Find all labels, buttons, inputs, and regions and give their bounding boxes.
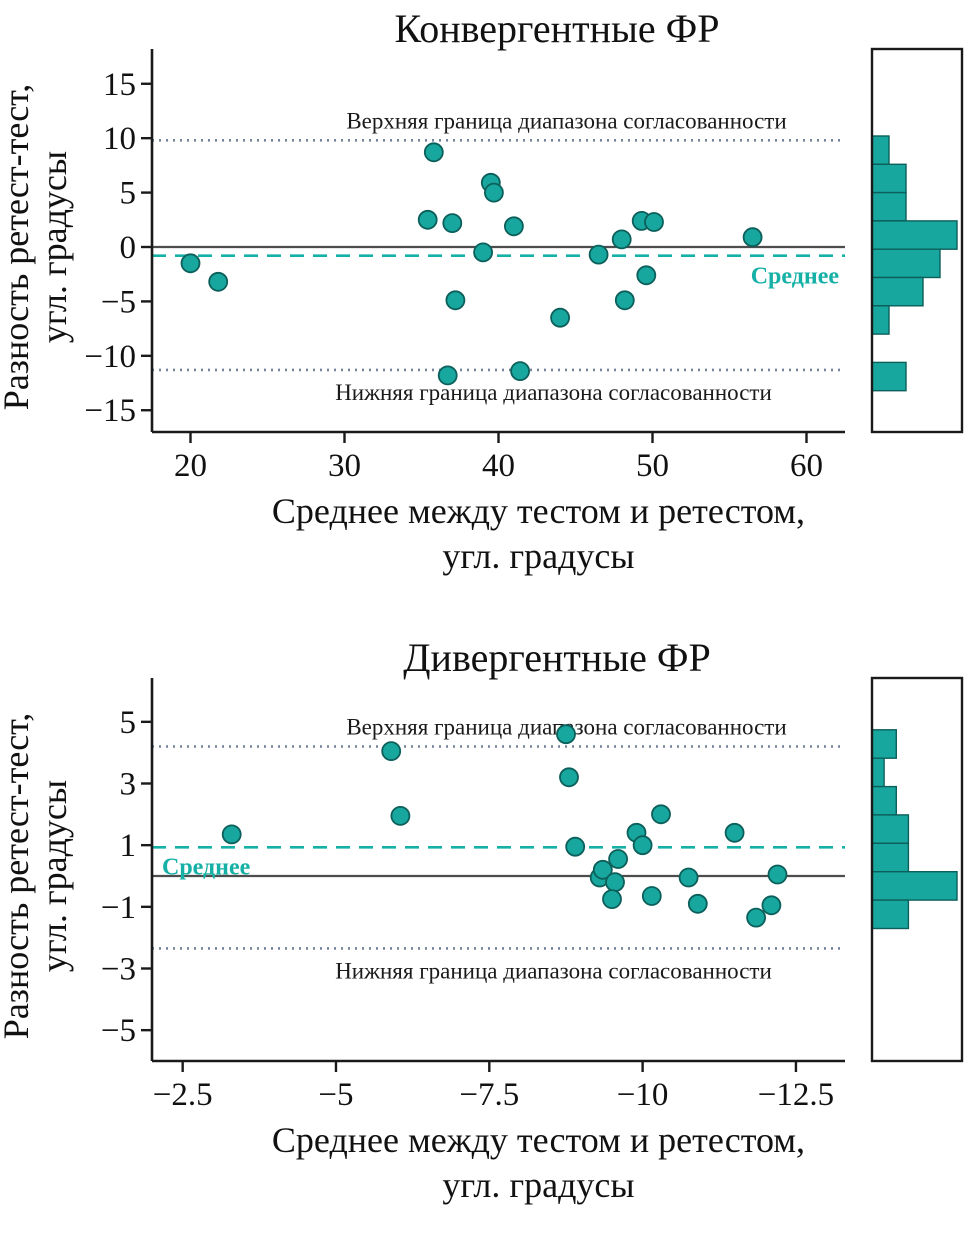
scatter-point bbox=[632, 835, 653, 856]
scatter-point bbox=[588, 244, 609, 265]
histogram-bar bbox=[871, 842, 910, 873]
scatter-point bbox=[644, 212, 664, 232]
scatter-point bbox=[641, 886, 662, 906]
scatter-point bbox=[602, 889, 622, 910]
y-tick-label: 0 bbox=[120, 230, 137, 266]
bland-altman-chart-convergent: Конвергентные ФР Верхняя граница диапазон… bbox=[0, 6, 964, 576]
scatter-point bbox=[611, 229, 632, 250]
x-tick-label: −7.5 bbox=[459, 1077, 519, 1113]
scatter-point bbox=[510, 361, 530, 382]
scatter-point bbox=[208, 271, 229, 292]
y-tick-label: 15 bbox=[103, 67, 136, 103]
histogram-frame bbox=[870, 47, 964, 434]
scatter-point bbox=[473, 242, 494, 263]
y-tick-label: 3 bbox=[120, 767, 137, 803]
scatter-point bbox=[437, 365, 458, 386]
y-tick-label: −5 bbox=[101, 284, 136, 320]
marginal-histogram bbox=[870, 47, 964, 434]
histogram-bar bbox=[871, 870, 958, 901]
plot-title: Дивергентные ФР bbox=[403, 635, 711, 680]
scatter-point bbox=[724, 822, 745, 843]
mean-label: Среднее bbox=[751, 264, 840, 290]
chart-convergent: Конвергентные ФР Верхняя граница диапазон… bbox=[0, 4, 973, 589]
scatter-point bbox=[442, 213, 463, 234]
scatter-point bbox=[608, 849, 628, 869]
scatter-point bbox=[592, 859, 613, 880]
y-tick-label: −5 bbox=[101, 1013, 136, 1049]
y-axis-label-line2: угл. градусы bbox=[34, 780, 74, 972]
scatter-point bbox=[550, 307, 570, 328]
scatter-point bbox=[767, 864, 788, 885]
scatter-point bbox=[651, 804, 671, 825]
x-tick-label: −12.5 bbox=[758, 1077, 834, 1113]
y-tick-label: −15 bbox=[84, 393, 136, 429]
scatter-point bbox=[742, 227, 763, 248]
y-tick-label: 10 bbox=[103, 121, 136, 157]
histogram-bar bbox=[871, 276, 924, 307]
histogram-bar bbox=[871, 248, 941, 279]
scatter-point bbox=[381, 741, 402, 761]
histogram-bar bbox=[871, 305, 890, 335]
histogram-bar bbox=[871, 191, 907, 222]
histogram-bar bbox=[871, 899, 910, 930]
x-axis-label-line1: Среднее между тестом и ретестом, bbox=[272, 1120, 805, 1160]
x-tick-label: 20 bbox=[174, 448, 207, 484]
histogram-bar bbox=[871, 729, 897, 759]
y-tick-label: 1 bbox=[120, 828, 137, 864]
histogram-bar bbox=[871, 135, 890, 165]
scatter-point bbox=[565, 836, 586, 857]
x-tick-label: −2.5 bbox=[153, 1077, 213, 1113]
y-axis-label-line1: Разность ретест-тест, bbox=[0, 713, 36, 1039]
lower-limit-label: Нижняя граница диапазона согласованности bbox=[335, 380, 772, 405]
scatter-point bbox=[221, 824, 242, 845]
marginal-histogram bbox=[870, 676, 964, 1063]
scatter-point bbox=[180, 253, 201, 274]
scatter-point bbox=[746, 907, 766, 928]
scatter-point bbox=[556, 724, 576, 745]
y-tick-label: 5 bbox=[120, 176, 137, 212]
histogram-bar bbox=[871, 814, 910, 844]
histogram-bar bbox=[871, 785, 897, 816]
x-tick-label: −10 bbox=[617, 1077, 669, 1113]
scatter-point bbox=[614, 290, 635, 311]
y-tick-label: −3 bbox=[101, 952, 136, 988]
histogram-bar bbox=[871, 163, 907, 194]
y-axis-label-line2: угл. градусы bbox=[34, 151, 74, 343]
lower-limit-label: Нижняя граница диапазона согласованности bbox=[335, 958, 772, 983]
scatter-point bbox=[605, 872, 625, 893]
x-axis-label-line1: Среднее между тестом и ретестом, bbox=[272, 491, 805, 531]
scatter-point bbox=[504, 216, 524, 237]
x-tick-label: 40 bbox=[482, 448, 515, 484]
scatter-point bbox=[559, 767, 579, 788]
mean-label: Среднее bbox=[162, 854, 251, 880]
histogram-frame bbox=[870, 676, 964, 1063]
x-axis-label-line2: угл. градусы bbox=[442, 1165, 634, 1205]
scatter-point bbox=[678, 867, 699, 888]
x-axis-label-line2: угл. градусы bbox=[442, 536, 634, 576]
y-tick-label: 5 bbox=[120, 705, 137, 741]
scatter-point bbox=[636, 265, 657, 286]
x-tick-label: 30 bbox=[328, 448, 361, 484]
scatter-point bbox=[483, 182, 504, 203]
scatter-point bbox=[390, 805, 411, 826]
y-axis-label-line1: Разность ретест-тест, bbox=[0, 84, 36, 410]
y-tick-label: −10 bbox=[84, 339, 136, 375]
scatter-point bbox=[687, 893, 708, 914]
upper-limit-label: Верхняя граница диапазона согласованност… bbox=[346, 108, 786, 133]
plot-title: Конвергентные ФР bbox=[395, 6, 720, 51]
x-tick-label: −5 bbox=[318, 1077, 353, 1113]
y-tick-label: −1 bbox=[101, 890, 136, 926]
scatter-point bbox=[417, 209, 438, 230]
histogram-bar bbox=[871, 220, 958, 250]
scatter-point bbox=[445, 290, 466, 311]
scatter-point bbox=[761, 895, 782, 916]
x-tick-label: 50 bbox=[636, 448, 669, 484]
histogram-bar bbox=[871, 361, 907, 392]
x-tick-label: 60 bbox=[790, 448, 823, 484]
scatter-point bbox=[423, 142, 444, 163]
histogram-bar bbox=[871, 757, 885, 788]
